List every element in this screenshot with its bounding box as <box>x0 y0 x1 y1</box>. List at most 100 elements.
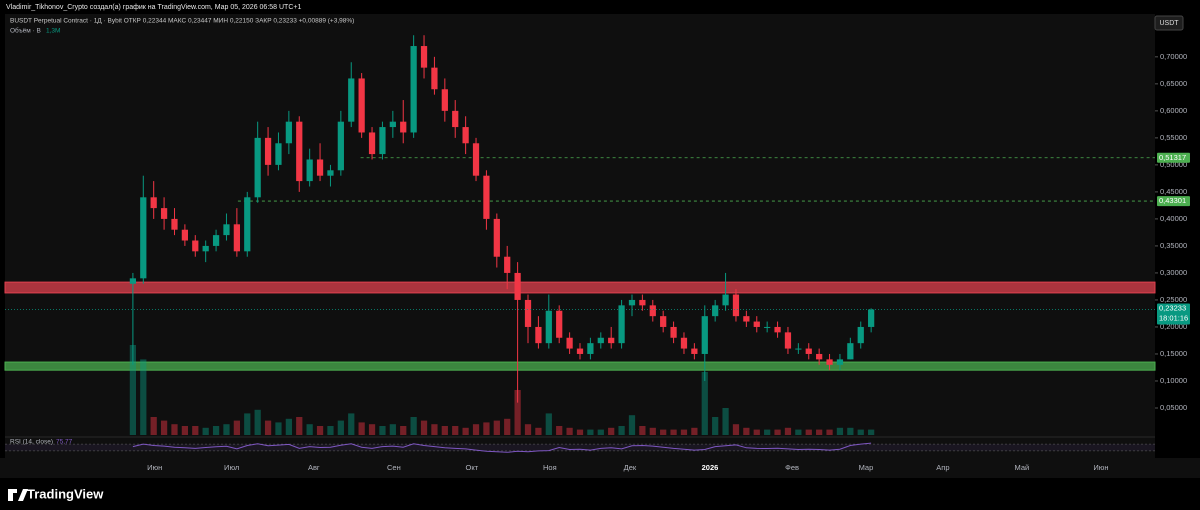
zone <box>4 281 1156 294</box>
y-tick-label: 0,65000 <box>1160 79 1187 88</box>
candle-body <box>847 343 854 360</box>
volume-bar <box>545 413 552 435</box>
volume-bar <box>368 424 376 435</box>
volume-bar <box>233 420 240 435</box>
candle-body <box>472 143 480 176</box>
currency-box[interactable] <box>1154 15 1184 31</box>
x-tick-label: Мар <box>859 463 874 472</box>
level-label: 0,51317 <box>1159 153 1186 162</box>
rsi-line <box>132 442 872 453</box>
candle-body <box>597 337 604 344</box>
volume-bar <box>462 427 469 435</box>
y-tick-label: 0,45000 <box>1160 187 1187 196</box>
candle-body <box>337 121 344 171</box>
volume-bar <box>587 429 594 435</box>
candle-body <box>150 197 157 209</box>
volume-bar <box>628 415 636 435</box>
candle-body <box>129 278 137 284</box>
candle-body <box>691 348 698 354</box>
candle-body <box>805 348 812 354</box>
volume-bar <box>140 359 147 435</box>
volume-bar <box>202 427 209 435</box>
candle-body <box>441 89 448 111</box>
volume-bar <box>514 390 521 435</box>
volume-bar <box>389 424 396 435</box>
candle-body <box>743 316 750 322</box>
volume-bar <box>264 420 272 435</box>
candle-body <box>576 348 584 354</box>
candle-body <box>753 321 760 327</box>
candle-body <box>223 224 230 236</box>
candle-body <box>774 326 781 333</box>
y-tick-label: 0,15000 <box>1160 349 1187 358</box>
volume-bar <box>795 429 802 435</box>
volume-bar <box>701 372 708 435</box>
tv-logo: TradingView <box>8 486 104 501</box>
x-tick-label: Июн <box>1093 463 1108 472</box>
volume-bar <box>192 426 199 435</box>
y-tick-label: 0,35000 <box>1160 241 1187 250</box>
candle-body <box>420 46 428 68</box>
candle-body <box>784 332 792 349</box>
candle-body <box>628 299 636 306</box>
rsi-legend: RSI (14, close) <box>10 439 53 446</box>
volume-bar <box>244 413 251 435</box>
x-tick-label: Ноя <box>543 463 557 472</box>
volume-bar <box>160 420 168 435</box>
x-tick-label: Дек <box>624 463 637 472</box>
candle-body <box>639 299 646 306</box>
volume-bar <box>306 424 313 435</box>
candle-body <box>296 121 303 182</box>
candle-body <box>670 326 677 338</box>
volume-bar <box>826 429 833 435</box>
candle-body <box>826 359 833 365</box>
last-price-label: 0,23233 <box>1159 303 1186 312</box>
candle-body <box>233 224 240 252</box>
candle-body <box>275 143 282 165</box>
candle-body <box>244 197 251 252</box>
volume-bar <box>743 427 750 435</box>
volume-bar <box>212 426 220 435</box>
logo-text: TradingView <box>27 486 104 501</box>
y-tick-label: 0,10000 <box>1160 376 1187 385</box>
volume-bar <box>816 429 823 435</box>
volume-bar <box>556 426 563 435</box>
candle-body <box>327 170 334 176</box>
candle-body <box>285 121 292 144</box>
candle-body <box>264 137 272 165</box>
volume-bar <box>753 429 760 435</box>
x-tick-label: Апр <box>936 463 949 472</box>
candle-body <box>514 272 521 300</box>
symbol-line: BUSDT Perpetual Contract · 1Д · Bybit ОТ… <box>10 18 354 25</box>
level-label-box <box>1157 196 1190 207</box>
volume-bar <box>420 420 428 435</box>
y-tick-label: 0,60000 <box>1160 106 1187 115</box>
candle-body <box>618 305 625 344</box>
x-tick-label: Окт <box>466 463 479 472</box>
volume-bar <box>868 429 875 435</box>
currency[interactable]: USDT <box>1159 20 1179 27</box>
author-line: Vladimir_Tikhonov_Crypto создал(а) графи… <box>6 4 301 11</box>
rsi-band <box>5 444 1155 451</box>
candle-body <box>368 132 376 155</box>
candle-body <box>140 197 147 279</box>
candle-body <box>160 208 168 219</box>
candle-body <box>202 245 209 252</box>
volume-bar <box>275 422 282 435</box>
volume-bar <box>348 413 355 435</box>
x-tick-label: Июн <box>147 463 162 472</box>
volume-bar <box>524 424 532 435</box>
level-label: 0,43301 <box>1159 196 1186 205</box>
candle-body <box>545 310 552 344</box>
countdown: 18:01:16 <box>1159 313 1188 322</box>
candle-body <box>587 343 594 354</box>
volume-bar <box>535 427 542 435</box>
volume-bar <box>441 426 448 435</box>
volume-bar <box>836 427 844 435</box>
volume-bar <box>847 427 854 435</box>
y-tick-label: 0,55000 <box>1160 133 1187 142</box>
candle-body <box>192 240 199 252</box>
candle-body <box>452 110 459 128</box>
candle-body <box>212 235 220 246</box>
volume-bar <box>680 429 688 435</box>
